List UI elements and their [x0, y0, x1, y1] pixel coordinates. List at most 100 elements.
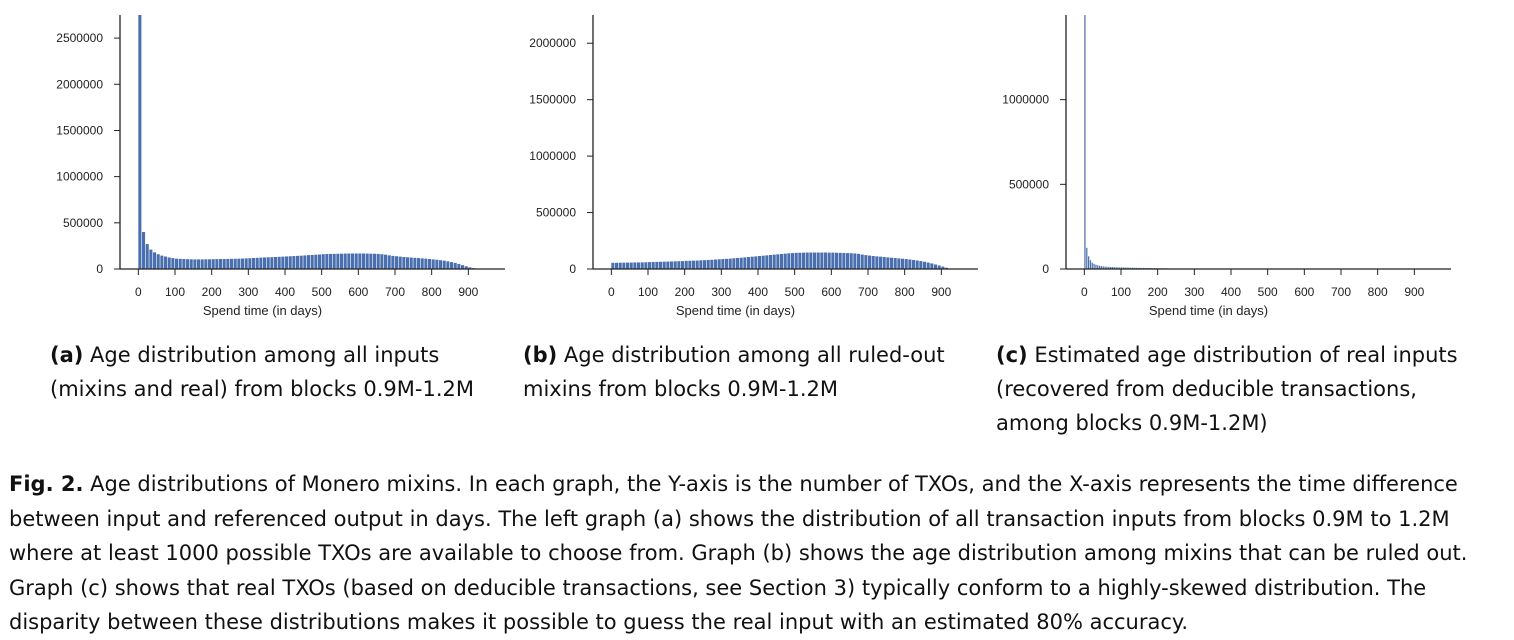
chart-b-ytick-label: 1000000 — [529, 149, 576, 163]
chart-a-bar — [340, 254, 343, 269]
chart-b-bar — [622, 263, 625, 269]
chart-b-bar — [861, 255, 864, 269]
chart-a-bar — [274, 257, 277, 269]
chart-b-bar — [751, 257, 754, 269]
chart-b-bar — [729, 259, 732, 269]
chart-b-bar — [677, 261, 680, 269]
chart-a-xtick-label: 600 — [348, 285, 368, 299]
chart-b-bar — [736, 258, 739, 269]
chart-a-ytick-label: 2500000 — [56, 31, 103, 45]
figure-caption-label: Fig. 2. — [9, 472, 83, 496]
subcaption-a-text: Age distribution among all inputs (mixin… — [50, 343, 474, 401]
chart-c-xtick-label: 500 — [1258, 285, 1278, 299]
subcaption-a: (a) Age distribution among all inputs (m… — [50, 338, 510, 406]
subcaption-c-text: Estimated age distribution of real input… — [996, 343, 1458, 435]
chart-b-bar — [762, 256, 765, 269]
chart-b-ytick-label: 0 — [569, 262, 576, 276]
chart-b-xtick-label: 400 — [748, 285, 768, 299]
chart-a-bar — [344, 254, 347, 269]
chart-a-xtick-label: 900 — [458, 285, 478, 299]
chart-b-bar — [850, 253, 853, 269]
chart-a-bar — [153, 252, 156, 269]
chart-b-bar — [732, 258, 735, 269]
chart-a-bar — [292, 256, 295, 269]
chart-b-bar — [710, 260, 713, 269]
chart-a-bar — [362, 253, 365, 269]
chart-a-bar — [259, 258, 262, 269]
chart-b-bar — [886, 257, 889, 269]
chart-a-bar — [234, 259, 237, 269]
chart-b-bar — [897, 258, 900, 269]
chart-b-bar — [707, 260, 710, 269]
chart-a-bar — [432, 259, 435, 269]
chart-b-bar — [773, 255, 776, 269]
chart-b-bar — [674, 261, 677, 269]
chart-b-bar — [820, 253, 823, 269]
chart-b-bar — [809, 253, 812, 269]
chart-a-bar — [164, 257, 167, 269]
chart-a-bar — [219, 259, 222, 269]
chart-a-bar — [443, 261, 446, 269]
subcaption-b-text: Age distribution among all ruled-out mix… — [523, 343, 945, 401]
chart-b-bar — [813, 253, 816, 269]
chart-b-ytick-label: 1500000 — [529, 93, 576, 107]
chart-a-bar — [380, 254, 383, 269]
chart-b-ytick-label: 500000 — [536, 206, 576, 220]
chart-a-bar — [358, 253, 361, 269]
chart-b-bar — [817, 253, 820, 269]
chart-a-bar — [421, 258, 424, 269]
chart-b-xlabel: Spend time (in days) — [676, 303, 795, 318]
chart-a-bar — [289, 256, 292, 269]
chart-c-xtick-label: 0 — [1081, 285, 1088, 299]
chart-b-bar — [908, 260, 911, 269]
chart-a-bar — [182, 259, 185, 269]
chart-b-bar — [916, 261, 919, 269]
chart-a-xtick-label: 400 — [275, 285, 295, 299]
chart-a-bar — [307, 255, 310, 269]
chart-a-bar — [193, 259, 196, 269]
chart-c-ytick-label: 500000 — [1009, 177, 1049, 191]
chart-b-bar — [611, 263, 614, 269]
chart-a-bar — [300, 256, 303, 269]
chart-c-xlabel: Spend time (in days) — [1149, 303, 1268, 318]
chart-b-bar — [743, 257, 746, 269]
chart-b-bar — [641, 262, 644, 269]
chart-a-bar — [325, 254, 328, 269]
chart-a-xtick-label: 500 — [312, 285, 332, 299]
chart-a-bar — [446, 261, 449, 269]
chart-b-bar — [831, 253, 834, 269]
chart-a-bar — [391, 256, 394, 269]
chart-b-bar — [883, 257, 886, 269]
chart-b-bar — [630, 263, 633, 269]
chart-b-bar — [619, 263, 622, 269]
chart-b-xtick-label: 800 — [895, 285, 915, 299]
chart-a-bar — [157, 254, 160, 269]
chart-b-bar — [791, 253, 794, 269]
chart-b-bar — [828, 253, 831, 269]
chart-a-xtick-label: 800 — [422, 285, 442, 299]
chart-a-ytick-label: 1000000 — [56, 170, 103, 184]
chart-a-bar — [146, 244, 149, 269]
chart-a-bar — [175, 259, 178, 269]
chart-a-ytick-label: 500000 — [63, 216, 103, 230]
chart-b-bar — [795, 253, 798, 269]
chart-a-bar — [336, 254, 339, 269]
chart-a-bar — [168, 257, 171, 269]
chart-b-bar — [692, 261, 695, 269]
chart-a-ytick-label: 2000000 — [56, 77, 103, 91]
chart-c-bar — [1084, 15, 1085, 269]
chart-b-bar — [703, 260, 706, 269]
chart-b-xtick-label: 0 — [608, 285, 615, 299]
chart-b-bar — [740, 258, 743, 269]
chart-b-bar — [718, 259, 721, 269]
subcaption-c: (c) Estimated age distribution of real i… — [996, 338, 1476, 440]
chart-a-bar — [450, 262, 453, 269]
chart-b-bar — [875, 256, 878, 269]
chart-a-bar — [410, 258, 413, 269]
chart-b-bar — [919, 261, 922, 269]
chart-c-bar — [1092, 263, 1093, 269]
chart-a-xtick-label: 300 — [238, 285, 258, 299]
chart-b-bar — [644, 262, 647, 269]
chart-b-bar — [824, 253, 827, 269]
